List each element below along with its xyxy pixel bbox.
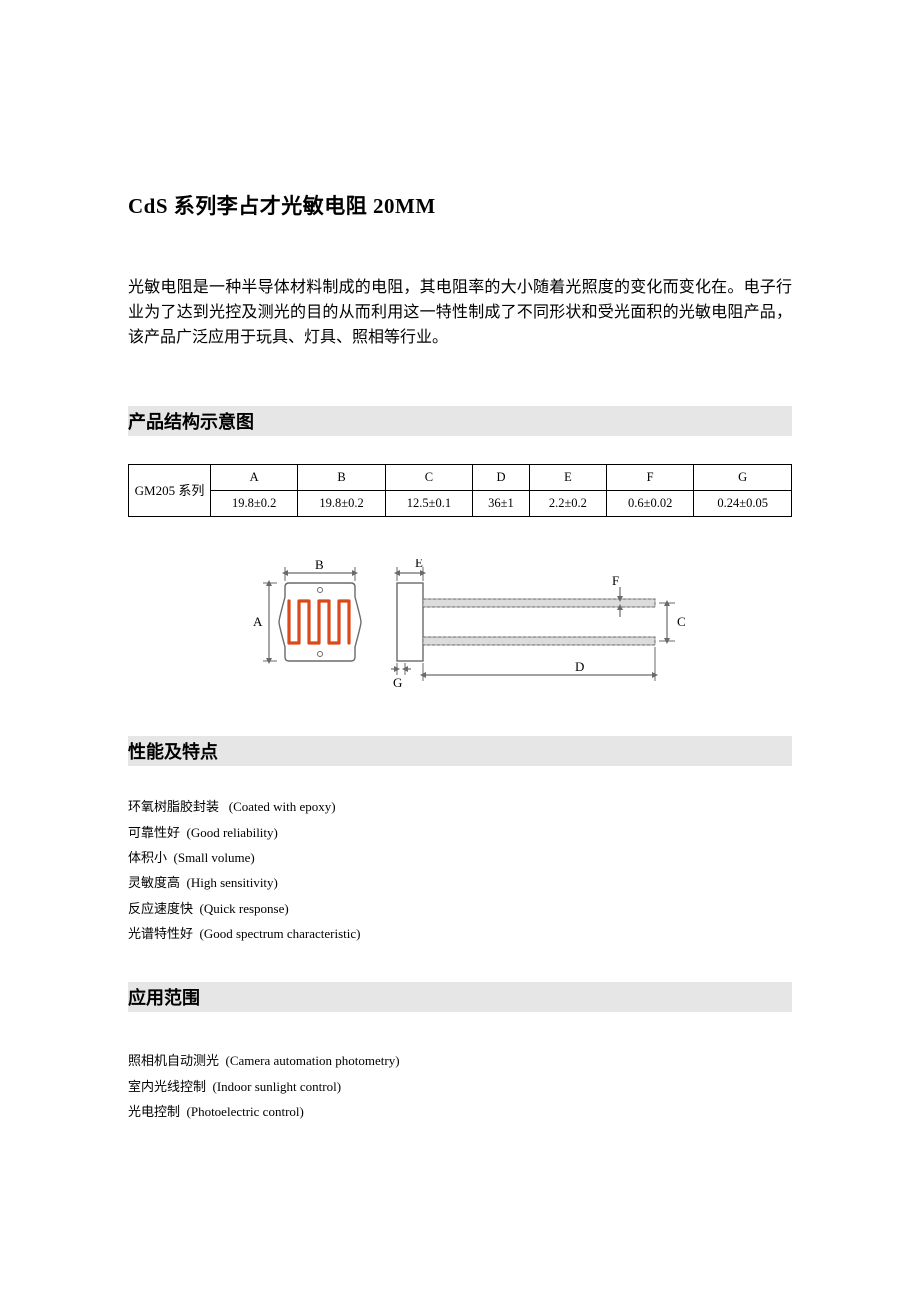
label-g: G <box>393 675 402 690</box>
list-item: 可靠性好 (Good reliability) <box>128 820 792 845</box>
section-header-structure: 产品结构示意图 <box>128 406 792 436</box>
intro-paragraph: 光敏电阻是一种半导体材料制成的电阻，其电阻率的大小随着光照度的变化而变化在。电子… <box>128 276 792 350</box>
cell-value: 19.8±0.2 <box>211 491 298 517</box>
list-item: 光电控制 (Photoelectric control) <box>128 1099 792 1124</box>
list-item: 室内光线控制 (Indoor sunlight control) <box>128 1074 792 1099</box>
cell-value: 2.2±0.2 <box>529 491 606 517</box>
col-header: C <box>385 465 472 491</box>
list-item: 体积小 (Small volume) <box>128 845 792 870</box>
label-d: D <box>575 659 584 674</box>
label-a: A <box>253 614 263 629</box>
cell-value: 12.5±0.1 <box>385 491 472 517</box>
table-row: GM205 系列 A B C D E F G <box>129 465 792 491</box>
table-row: 19.8±0.2 19.8±0.2 12.5±0.1 36±1 2.2±0.2 … <box>129 491 792 517</box>
dimension-table: GM205 系列 A B C D E F G 19.8±0.2 19.8±0.2… <box>128 464 792 517</box>
cell-value: 0.24±0.05 <box>694 491 792 517</box>
cell-value: 36±1 <box>473 491 530 517</box>
page-title: CdS 系列李占才光敏电阻 20MM <box>128 190 792 220</box>
list-item: 灵敏度高 (High sensitivity) <box>128 870 792 895</box>
ldr-side-icon <box>397 583 655 661</box>
section-header-features: 性能及特点 <box>128 736 792 766</box>
dim-d-icon: D <box>423 647 655 681</box>
dim-f-icon: F <box>612 573 620 617</box>
label-c: C <box>677 614 686 629</box>
col-header: A <box>211 465 298 491</box>
cell-value: 19.8±0.2 <box>298 491 385 517</box>
col-header: B <box>298 465 385 491</box>
list-item: 光谱特性好 (Good spectrum characteristic) <box>128 921 792 946</box>
dim-c-icon: C <box>659 603 686 641</box>
structure-diagram: B A E <box>128 559 792 714</box>
list-item: 反应速度快 (Quick response) <box>128 896 792 921</box>
section-header-applications: 应用范围 <box>128 982 792 1012</box>
dim-b-icon: B <box>285 559 355 581</box>
col-header: F <box>606 465 693 491</box>
col-header: E <box>529 465 606 491</box>
applications-list: 照相机自动测光 (Camera automation photometry) 室… <box>128 1048 792 1124</box>
col-header: D <box>473 465 530 491</box>
label-b: B <box>315 559 324 572</box>
table-row-label: GM205 系列 <box>129 465 211 517</box>
dim-g-icon: G <box>391 663 411 690</box>
label-e: E <box>415 559 423 570</box>
ldr-front-icon <box>279 583 361 661</box>
cell-value: 0.6±0.02 <box>606 491 693 517</box>
structure-svg: B A E <box>215 559 705 714</box>
dim-e-icon: E <box>397 559 423 581</box>
label-f: F <box>612 573 619 588</box>
list-item: 环氧树脂胶封装 (Coated with epoxy) <box>128 794 792 819</box>
dim-a-icon: A <box>253 583 277 661</box>
list-item: 照相机自动测光 (Camera automation photometry) <box>128 1048 792 1073</box>
col-header: G <box>694 465 792 491</box>
features-list: 环氧树脂胶封装 (Coated with epoxy) 可靠性好 (Good r… <box>128 794 792 946</box>
